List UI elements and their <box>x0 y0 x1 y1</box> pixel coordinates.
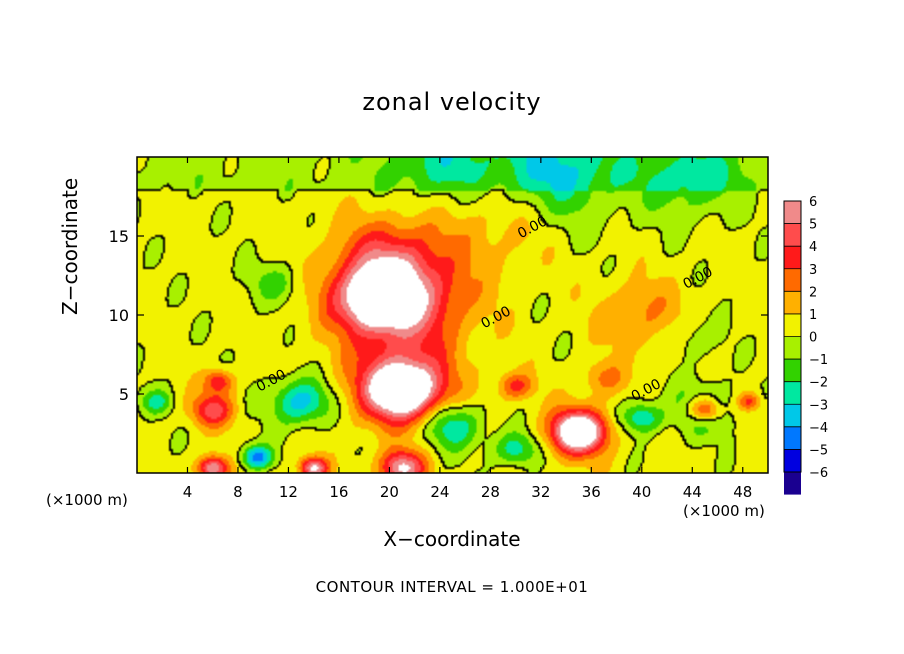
colorbar-label-7: −1 <box>809 353 828 368</box>
colorbar-label-11: −5 <box>809 443 828 458</box>
colorbar-label-5: 1 <box>809 308 817 323</box>
x-tick-label-10: 44 <box>683 483 702 501</box>
colorbar-swatch-7 <box>784 359 801 382</box>
colorbar: 6 5 4 3 2 1 0 −1 −2 −3 −4 −5 −6 <box>783 195 828 495</box>
x-tick-label-5: 24 <box>430 483 449 501</box>
colorbar-swatch-4 <box>784 291 801 314</box>
colorbar-label-10: −4 <box>809 421 828 436</box>
x-tick-label-8: 36 <box>582 483 601 501</box>
x-tick-label-6: 28 <box>481 483 500 501</box>
colorbar-swatch-11 <box>784 449 801 472</box>
y-tick-label-2: 15 <box>109 227 129 246</box>
chart-title: zonal velocity <box>362 88 542 116</box>
colorbar-label-3: 3 <box>809 263 817 278</box>
x-axis-ticks: 4 8 12 16 20 24 28 32 36 40 44 48 <box>183 157 752 501</box>
colorbar-label-4: 2 <box>809 285 817 300</box>
colorbar-swatch-9 <box>784 404 801 427</box>
colorbar-swatch-0 <box>784 201 801 224</box>
colorbar-label-6: 0 <box>809 331 817 346</box>
colorbar-label-0: 6 <box>809 195 817 210</box>
x-tick-label-4: 20 <box>380 483 399 501</box>
colorbar-swatch-1 <box>784 223 801 247</box>
y-tick-label-0: 5 <box>119 385 129 404</box>
colorbar-label-1: 5 <box>809 218 817 233</box>
x-tick-label-1: 8 <box>233 483 243 501</box>
x-tick-label-11: 48 <box>733 483 752 501</box>
x-unit-label-left: (×1000 m) <box>46 491 128 509</box>
x-tick-label-0: 4 <box>183 483 193 501</box>
colorbar-label-12: −6 <box>809 466 828 481</box>
colorbar-label-9: −3 <box>809 398 828 413</box>
x-unit-label-right: (×1000 m) <box>683 502 765 520</box>
colorbar-label-8: −2 <box>809 376 828 391</box>
colorbar-swatch-10 <box>784 426 801 450</box>
colorbar-label-2: 4 <box>809 240 817 255</box>
colorbar-swatch-2 <box>784 246 801 269</box>
velocity-field-image <box>137 157 768 473</box>
colorbar-swatch-5 <box>784 313 801 337</box>
contour-interval-note: CONTOUR INTERVAL = 1.000E+01 <box>315 578 589 596</box>
x-tick-label-2: 12 <box>279 483 298 501</box>
x-tick-label-3: 16 <box>329 483 348 501</box>
colorbar-swatch-6 <box>784 336 801 360</box>
colorbar-swatch-12 <box>784 472 801 495</box>
y-tick-label-1: 10 <box>109 306 129 325</box>
x-tick-label-7: 32 <box>531 483 550 501</box>
x-axis-label: X−coordinate <box>383 527 521 551</box>
y-axis-ticks: 5 10 15 <box>109 227 768 404</box>
colorbar-swatch-8 <box>784 381 801 405</box>
x-tick-label-9: 40 <box>632 483 651 501</box>
colorbar-swatch-3 <box>784 268 801 292</box>
